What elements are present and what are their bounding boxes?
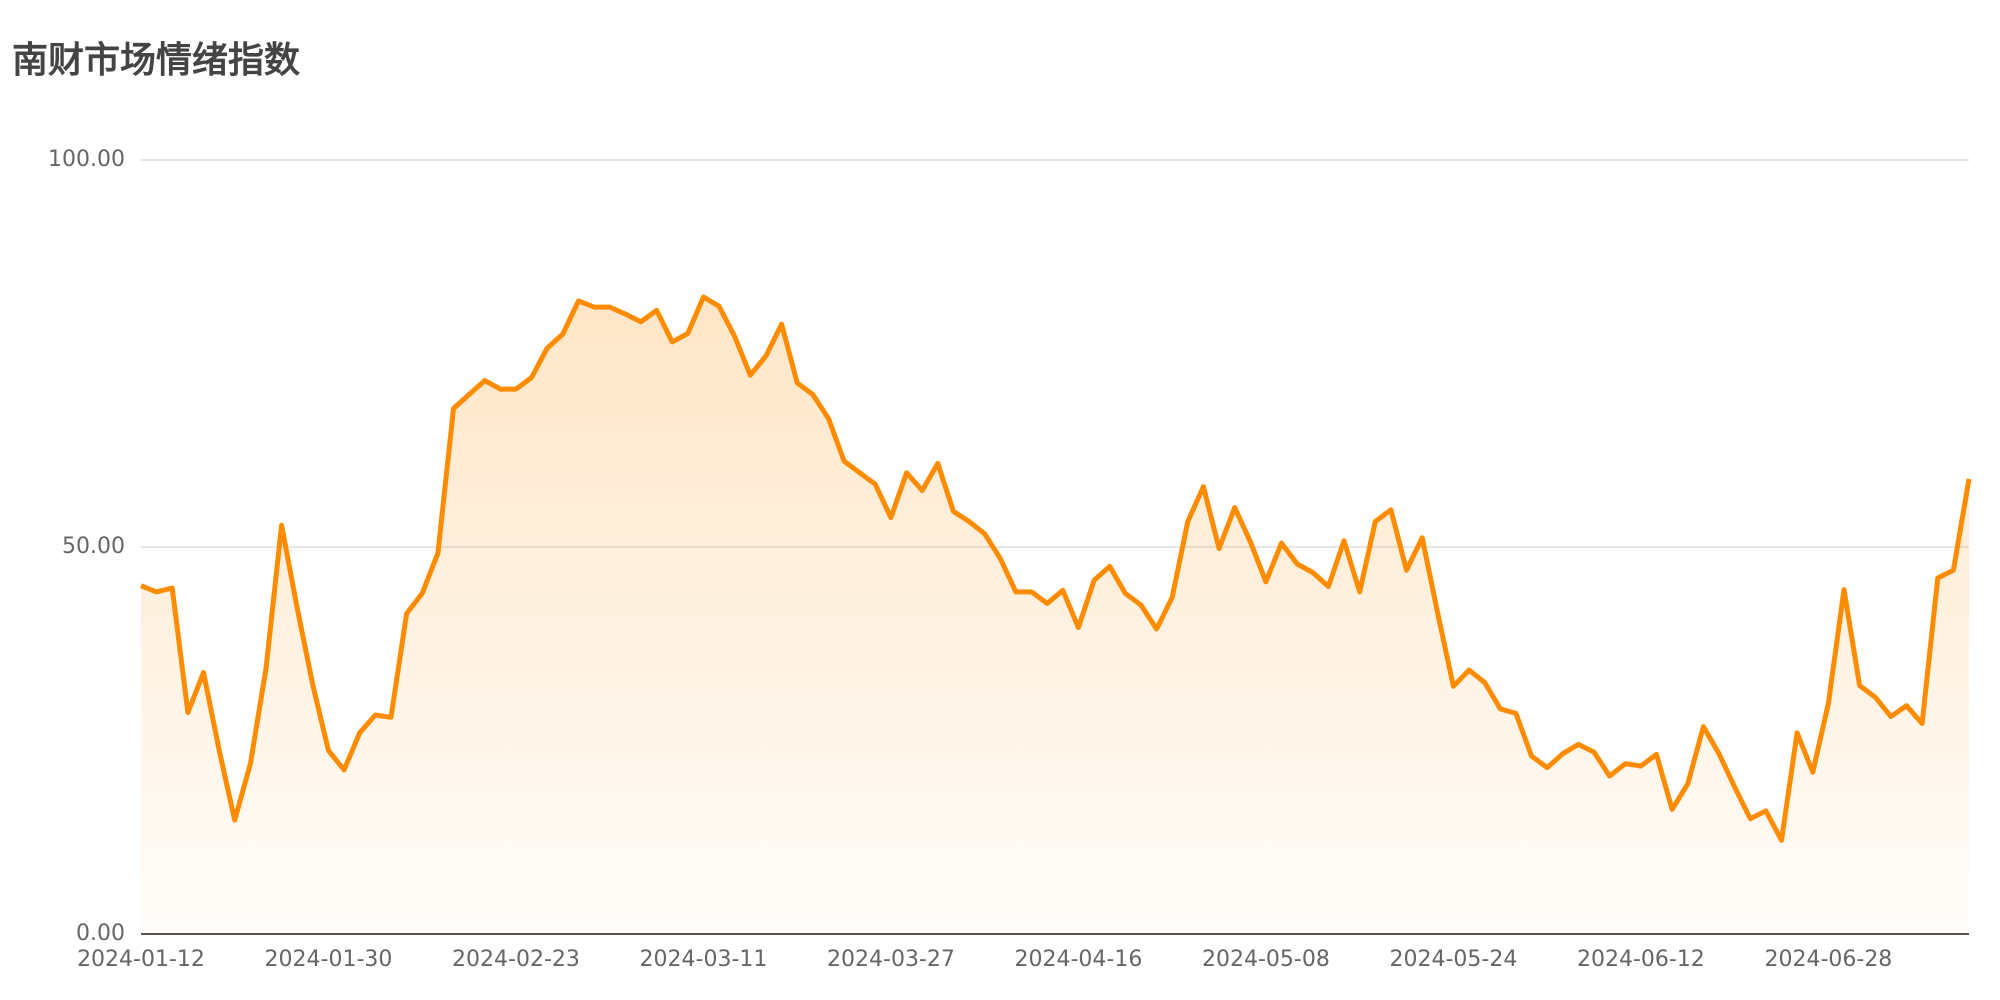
x-tick-label: 2024-03-11 <box>640 947 768 972</box>
x-tick-label: 2024-06-12 <box>1577 947 1705 972</box>
line <box>140 294 1972 843</box>
area-fill <box>141 297 1969 934</box>
x-tick-label: 2024-02-23 <box>452 947 580 972</box>
x-tick-label: 2024-01-12 <box>77 947 205 972</box>
x-tick-label: 2024-05-24 <box>1389 947 1517 972</box>
y-tick-label: 100.00 <box>48 147 125 172</box>
x-tick-label: 2024-03-27 <box>827 947 955 972</box>
x-tick-label: 2024-04-16 <box>1015 947 1143 972</box>
y-tick-label: 50.00 <box>62 534 125 559</box>
x-tick-label: 2024-06-28 <box>1764 947 1892 972</box>
x-tick-label: 2024-01-30 <box>265 947 393 972</box>
x-tick-label: 2024-05-08 <box>1202 947 1330 972</box>
chart-title: 南财市场情绪指数 <box>12 40 300 81</box>
y-tick-label: 0.00 <box>76 921 125 946</box>
